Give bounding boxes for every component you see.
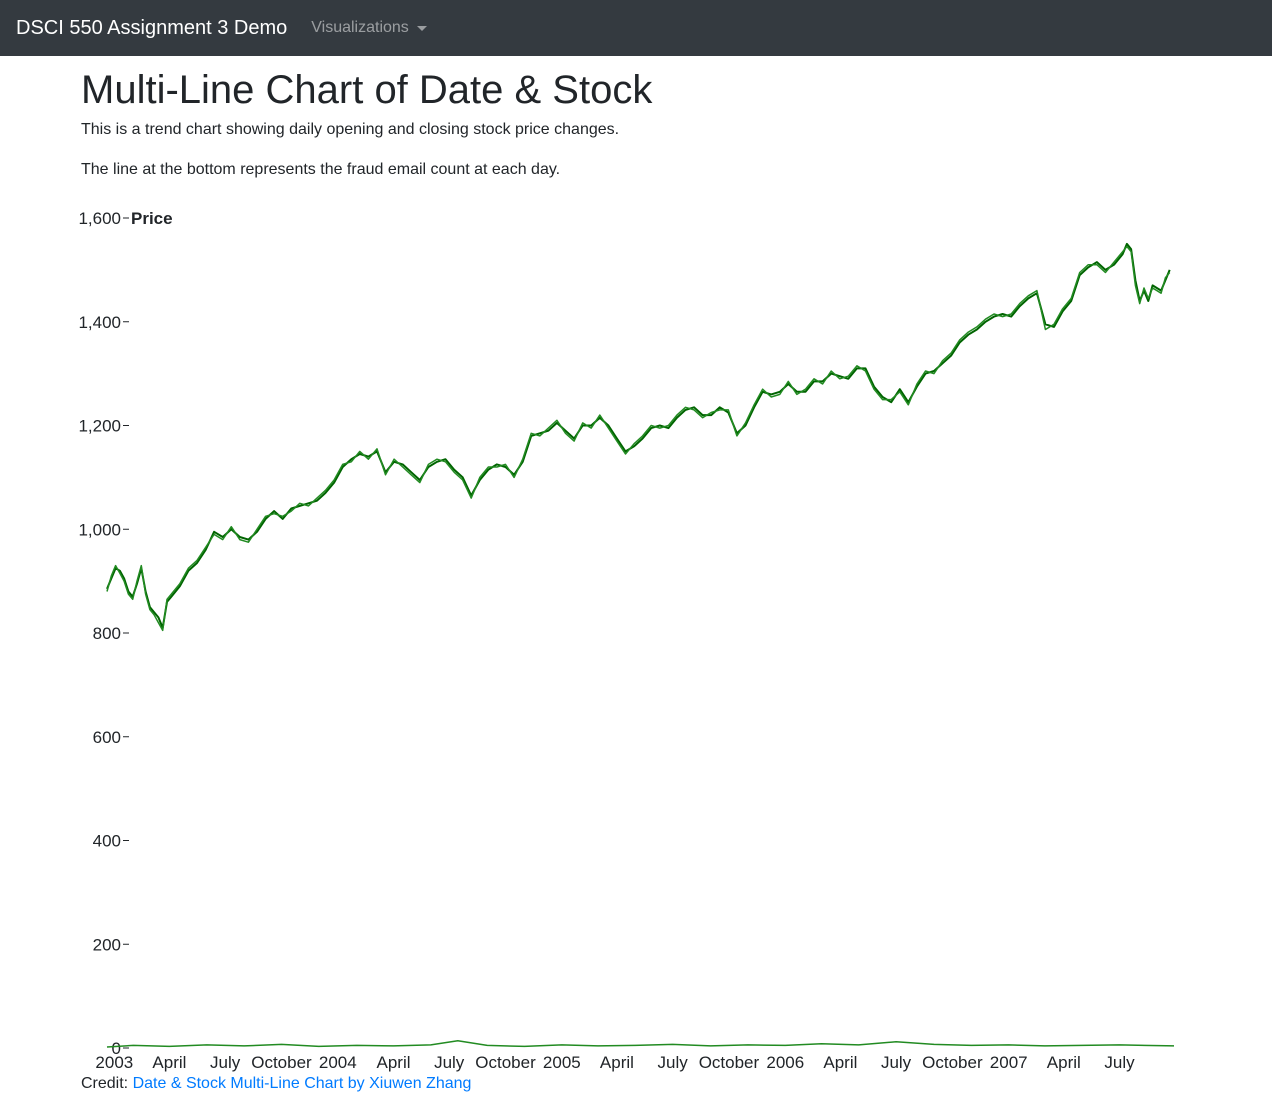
visualizations-dropdown[interactable]: Visualizations xyxy=(311,19,427,37)
x-tick-label: July xyxy=(434,1053,465,1072)
credit-line: Credit: Date & Stock Multi-Line Chart by… xyxy=(81,1075,471,1093)
x-tick-label: October xyxy=(699,1053,760,1072)
x-tick-label: April xyxy=(1047,1053,1081,1072)
x-tick-label: 2003 xyxy=(95,1053,133,1072)
x-tick-label: April xyxy=(152,1053,186,1072)
x-tick-label: October xyxy=(922,1053,983,1072)
x-tick-label: July xyxy=(1104,1053,1135,1072)
chevron-down-icon xyxy=(416,25,427,31)
brand-link[interactable]: DSCI 550 Assignment 3 Demo xyxy=(16,16,288,39)
y-tick-label: 400 xyxy=(93,832,121,851)
chart-description: This is a trend chart showing daily open… xyxy=(81,121,620,138)
y-tick-label: 1,400 xyxy=(78,313,121,332)
x-axis: 2003 April July October 2004 April July October… xyxy=(95,1053,1135,1072)
y-tick-label: 1,600 xyxy=(78,209,121,228)
y-tick-label: 600 xyxy=(93,728,121,747)
visualizations-dropdown-label: Visualizations xyxy=(311,19,409,36)
x-tick-label: October xyxy=(475,1053,536,1072)
x-tick-label: July xyxy=(210,1053,241,1072)
x-tick-label: 2004 xyxy=(319,1053,357,1072)
x-tick-label: 2007 xyxy=(990,1053,1028,1072)
credit-link[interactable]: Date & Stock Multi-Line Chart by Xiuwen … xyxy=(132,1075,472,1092)
x-tick-label: April xyxy=(376,1053,410,1072)
y-tick-label: 1,000 xyxy=(78,520,121,539)
x-tick-label: 2006 xyxy=(766,1053,804,1072)
chart-lines xyxy=(106,242,1175,1048)
x-tick-label: April xyxy=(600,1053,634,1072)
navbar: DSCI 550 Assignment 3 Demo Visualization… xyxy=(0,0,1272,56)
y-tick-label: 0 xyxy=(112,1039,121,1058)
x-tick-label: July xyxy=(881,1053,912,1072)
series-line-fraud-email-count xyxy=(106,1039,1175,1048)
series-line-open xyxy=(106,242,1171,629)
chart-description-email: The line at the bottom represents the fr… xyxy=(81,161,561,178)
x-tick-label: July xyxy=(658,1053,689,1072)
x-tick-label: 2005 xyxy=(543,1053,581,1072)
page-title: Multi-Line Chart of Date & Stock xyxy=(81,68,653,112)
y-tick-label: 200 xyxy=(93,935,121,954)
x-tick-label: April xyxy=(823,1053,857,1072)
y-axis: 0 200 400 600 800 1,000 1,200 1,400 1,600 xyxy=(78,209,129,1058)
credit-label: Credit: xyxy=(81,1075,129,1092)
main-content: Multi-Line Chart of Date & Stock This is… xyxy=(81,56,1191,182)
series-line-close xyxy=(106,245,1171,632)
y-axis-label: Price xyxy=(131,209,173,228)
x-tick-label: October xyxy=(251,1053,312,1072)
y-tick-label: 800 xyxy=(93,624,121,643)
y-tick-label: 1,200 xyxy=(78,417,121,436)
